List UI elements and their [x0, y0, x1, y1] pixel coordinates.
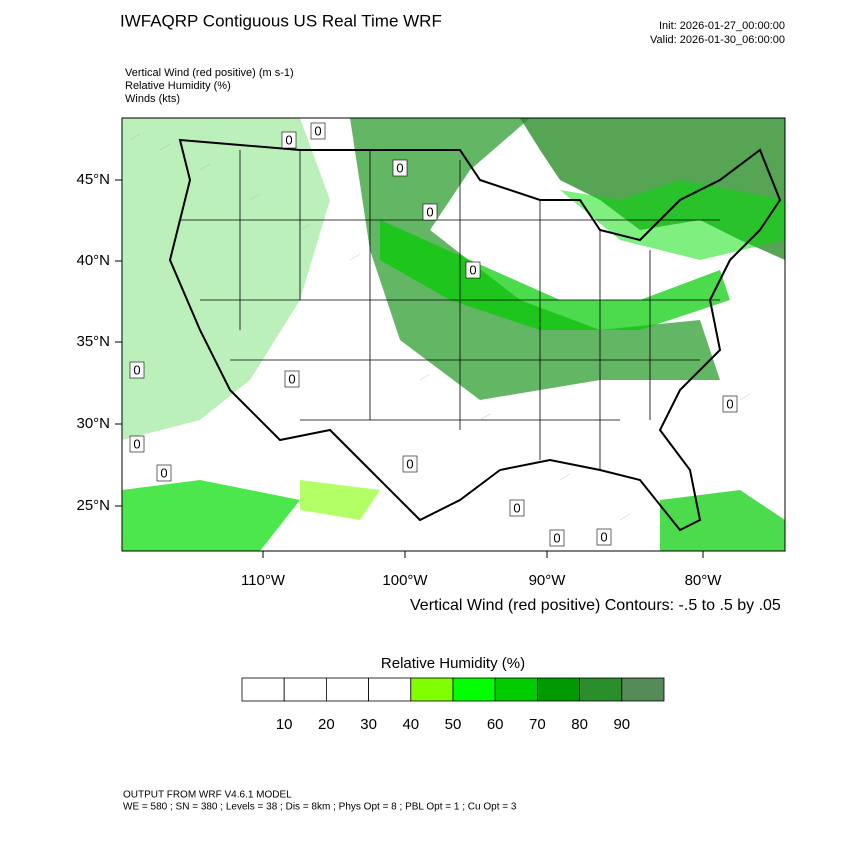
- field-label: Relative Humidity (%): [125, 80, 231, 92]
- colorbar-box: [621, 677, 665, 702]
- contour-label-box: [596, 528, 612, 546]
- colorbar-box: [241, 677, 285, 702]
- contour-label-box: [284, 370, 300, 388]
- lon-label: 90°W: [529, 572, 567, 589]
- colorbar-box: [537, 677, 581, 702]
- colorbar-label: 60: [487, 716, 504, 733]
- contour-label: 0: [288, 371, 295, 386]
- valid-time: Valid: 2026-01-30_06:00:00: [650, 34, 785, 46]
- colorbar-label: 30: [360, 716, 377, 733]
- contour-label: 0: [160, 465, 167, 480]
- footer-line: OUTPUT FROM WRF V4.6.1 MODEL: [123, 790, 292, 801]
- contour-label: 0: [314, 123, 321, 138]
- contour-label-box: [402, 455, 418, 473]
- map-frame: [121, 117, 786, 552]
- contour-label-box: [722, 395, 738, 413]
- contour-label-box: [129, 435, 145, 453]
- contour-label: 0: [553, 530, 560, 545]
- colorbar-label: 40: [402, 716, 419, 733]
- lon-label: 110°W: [241, 572, 286, 589]
- lat-label: 45°N: [76, 171, 110, 188]
- colorbar-label: 90: [613, 716, 630, 733]
- init-time: Init: 2026-01-27_00:00:00: [659, 20, 785, 32]
- colorbar-box: [494, 677, 538, 702]
- lat-label: 40°N: [76, 252, 110, 269]
- lat-label: 35°N: [76, 333, 110, 350]
- contour-label-box: [392, 159, 408, 177]
- colorbar-box: [283, 677, 327, 702]
- contour-label: 0: [133, 362, 140, 377]
- colorbar-label: 20: [318, 716, 335, 733]
- contour-label: 0: [513, 500, 520, 515]
- colorbar-box: [410, 677, 454, 702]
- contour-label: 0: [426, 204, 433, 219]
- contour-label-box: [422, 203, 438, 221]
- colorbar-box: [452, 677, 496, 702]
- colorbar-label: 80: [571, 716, 588, 733]
- map: [122, 118, 785, 551]
- contour-label-box: [156, 464, 172, 482]
- contour-label: 0: [406, 456, 413, 471]
- contour-label: 0: [726, 396, 733, 411]
- colorbar-box: [368, 677, 412, 702]
- contour-label-box: [549, 529, 565, 547]
- lat-label: 25°N: [76, 497, 110, 514]
- field-label: Winds (kts): [125, 93, 180, 105]
- colorbar-label: 70: [529, 716, 546, 733]
- contour-label: 0: [469, 262, 476, 277]
- colorbar-box: [579, 677, 623, 702]
- lon-label: 80°W: [685, 572, 723, 589]
- colorbar-box: [325, 677, 369, 702]
- contour-label: 0: [600, 529, 607, 544]
- contour-label: 0: [396, 160, 403, 175]
- lon-label: 100°W: [382, 572, 428, 589]
- contour-label-box: [129, 361, 145, 379]
- contour-label-box: [281, 131, 297, 149]
- contour-label-box: [310, 122, 326, 140]
- contour-label: 0: [285, 132, 292, 147]
- colorbar-label: 10: [276, 716, 293, 733]
- contour-label-box: [509, 499, 525, 517]
- contour-label: 0: [133, 436, 140, 451]
- footer-line: WE = 580 ; SN = 380 ; Levels = 38 ; Dis …: [123, 802, 517, 813]
- colorbar-title: Relative Humidity (%): [381, 655, 525, 672]
- colorbar-label: 50: [445, 716, 462, 733]
- lat-label: 30°N: [76, 415, 110, 432]
- title: IWFAQRP Contiguous US Real Time WRF: [120, 11, 442, 30]
- contour-note: Vertical Wind (red positive) Contours: -…: [410, 597, 781, 614]
- contour-label-box: [465, 261, 481, 279]
- field-label: Vertical Wind (red positive) (m s-1): [125, 67, 294, 79]
